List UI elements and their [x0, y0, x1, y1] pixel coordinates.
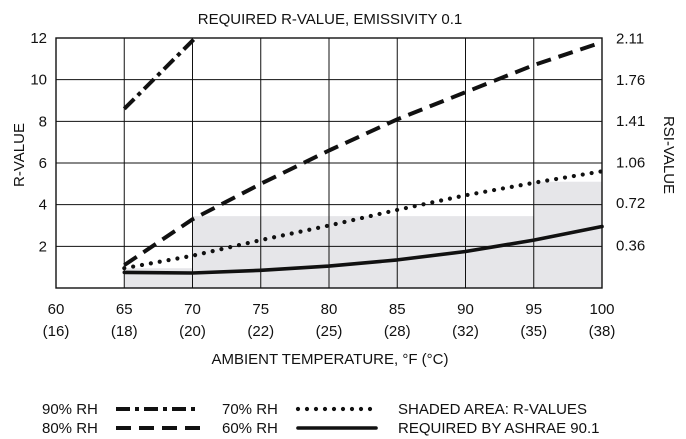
y-tick-label-10: 10: [30, 72, 47, 89]
x-tick-labels: 60 (16) 65 (18) 70 (20) 75 (22) 80 (25) 85 (28) 90 (3…: [43, 301, 616, 340]
legend-label-60rh: 60% RH: [222, 420, 278, 437]
shaded-area: [124, 181, 602, 288]
y2-tick-label-3: 1.41: [616, 113, 645, 130]
x-tick-sublabel-65: (18): [111, 323, 138, 340]
shaded-area-label-line-2: REQUIRED BY ASHRAE 90.1: [398, 420, 599, 437]
series-line-90rh: [122, 36, 197, 111]
chart-title: REQUIRED R-VALUE, EMISSIVITY 0.1: [198, 11, 463, 28]
x-tick-sublabel-75: (22): [247, 323, 274, 340]
plot-frame: [55, 37, 603, 289]
y2-tick-label-4: 1.76: [616, 72, 645, 89]
y2-tick-label-1: 0.72: [616, 195, 645, 212]
shaded-step-1: [192, 216, 534, 288]
x-tick-label-100: 100: [589, 301, 614, 318]
legend-label-90rh: 90% RH: [42, 401, 98, 418]
x-tick-sublabel-95: (35): [520, 323, 547, 340]
x-tick-sublabel-60: (16): [43, 323, 70, 340]
x-tick-sublabel-80: (25): [316, 323, 343, 340]
legend-label-80rh: 80% RH: [42, 420, 98, 437]
x-tick-label-75: 75: [252, 301, 269, 318]
y-tick-label-4: 4: [39, 197, 47, 214]
x-axis-label: AMBIENT TEMPERATURE, °F (°C): [211, 351, 448, 368]
x-tick-label-80: 80: [321, 301, 338, 318]
y-tick-label-8: 8: [39, 113, 47, 130]
shaded-area-label-line-1: SHADED AREA: R-VALUES: [398, 401, 587, 418]
y-tick-label-12: 12: [30, 30, 47, 47]
y2-tick-labels: 0.36 0.72 1.06 1.41 1.76 2.11: [616, 30, 645, 254]
series-line-60rh: [122, 224, 604, 275]
series-line-80rh: [123, 40, 603, 267]
y-axis-label: R-VALUE: [11, 123, 28, 187]
legend-label-70rh: 70% RH: [222, 401, 278, 418]
y-tick-label-6: 6: [39, 155, 47, 172]
y2-tick-label-2: 1.06: [616, 155, 645, 172]
x-tick-sublabel-90: (32): [452, 323, 479, 340]
y2-tick-label-5: 2.11: [616, 30, 644, 47]
legend: 90% RH 80% RH 70% RH 60% RH SHADED AREA:…: [42, 401, 599, 437]
y-tick-labels: 2 4 6 8 10 12: [30, 30, 47, 255]
x-tick-label-70: 70: [184, 301, 201, 318]
x-tick-sublabel-100: (38): [589, 323, 616, 340]
x-tick-sublabel-70: (20): [179, 323, 206, 340]
y2-tick-label-0: 0.36: [616, 237, 645, 254]
y2-axis-label: RSI-VALUE: [660, 116, 677, 194]
y-tick-label-2: 2: [39, 238, 47, 255]
x-tick-label-95: 95: [525, 301, 542, 318]
x-tick-label-85: 85: [389, 301, 406, 318]
series-line-70rh: [122, 169, 605, 271]
x-tick-label-90: 90: [457, 301, 474, 318]
series-lines: [122, 36, 605, 275]
x-tick-sublabel-85: (28): [384, 323, 411, 340]
x-tick-label-60: 60: [48, 301, 65, 318]
x-tick-label-65: 65: [116, 301, 133, 318]
